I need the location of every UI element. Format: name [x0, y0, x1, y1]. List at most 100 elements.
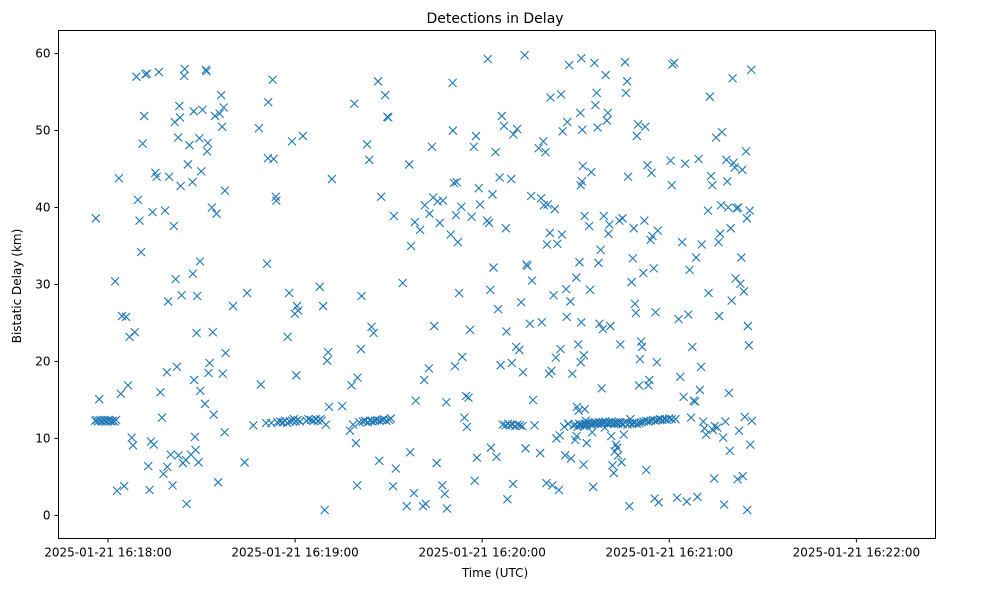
data-point [521, 444, 530, 453]
data-point [560, 450, 570, 460]
data-point [298, 131, 308, 141]
data-point [577, 176, 587, 186]
data-point [619, 430, 629, 439]
y-axis-title: Bistatic Delay (km) [10, 229, 24, 344]
data-point [484, 218, 494, 228]
data-point [596, 245, 606, 255]
data-point [677, 237, 687, 247]
data-point [268, 75, 278, 85]
data-point [136, 247, 146, 257]
data-point [425, 209, 434, 219]
data-point [483, 54, 493, 64]
data-point [442, 504, 452, 513]
data-point [149, 440, 159, 449]
data-point [667, 414, 677, 424]
data-point [474, 183, 484, 193]
data-point [683, 310, 693, 319]
data-point [175, 113, 185, 122]
data-point [465, 325, 475, 335]
data-point [526, 191, 536, 201]
data-point [212, 209, 221, 219]
data-point [613, 450, 623, 460]
data-point [201, 65, 211, 75]
data-point [155, 387, 165, 397]
data-point [602, 116, 612, 125]
data-point [323, 347, 333, 357]
data-point [634, 380, 644, 390]
data-point [562, 312, 572, 322]
data-point [203, 138, 213, 148]
data-point [91, 213, 101, 223]
data-point [597, 384, 607, 393]
data-point [324, 402, 334, 412]
data-point [208, 327, 218, 337]
chart-title: Detections in Delay [426, 11, 563, 27]
data-point [143, 461, 153, 471]
data-point [747, 416, 757, 426]
data-point [421, 499, 431, 509]
data-point [687, 342, 697, 352]
data-point [420, 200, 430, 210]
data-point [337, 401, 347, 411]
data-point [579, 350, 589, 360]
data-points [90, 50, 757, 515]
data-point [680, 159, 690, 169]
data-point [198, 105, 207, 115]
data-point [556, 89, 566, 99]
data-point [449, 178, 459, 188]
data-point [701, 430, 711, 439]
data-point [152, 172, 162, 182]
data-point [576, 108, 585, 118]
data-point [488, 190, 497, 199]
data-point [615, 340, 625, 349]
data-point [450, 361, 460, 371]
data-point [242, 288, 252, 298]
data-point [649, 263, 659, 273]
data-point [718, 433, 728, 443]
data-point [618, 213, 627, 223]
data-point [587, 427, 597, 437]
data-point [652, 357, 662, 367]
data-point [525, 319, 535, 329]
data-point [518, 421, 527, 431]
data-point [703, 206, 713, 215]
data-point [108, 416, 118, 426]
data-point [380, 90, 390, 100]
data-point [369, 328, 379, 338]
data-point [166, 450, 176, 459]
data-point [733, 203, 743, 212]
data-point [195, 386, 205, 396]
data-point [722, 176, 732, 186]
data-point [94, 394, 104, 404]
data-point [127, 433, 137, 443]
data-point [437, 481, 447, 490]
data-point [542, 240, 552, 249]
data-point [694, 154, 703, 164]
data-point [497, 111, 507, 121]
data-point [733, 474, 742, 484]
y-axis-ticks: 0 10 20 30 40 50 60 [35, 47, 59, 522]
data-point [374, 456, 384, 466]
data-point [641, 465, 651, 475]
data-point [353, 373, 362, 383]
data-point [145, 485, 154, 495]
data-point [112, 486, 122, 496]
x-tick-label: 2025-01-21 16:18:00 [44, 546, 171, 560]
data-point [557, 230, 567, 239]
data-point [632, 419, 642, 429]
data-point [189, 375, 199, 385]
data-point [180, 64, 190, 74]
data-point [737, 165, 747, 175]
data-point [732, 203, 742, 213]
data-point [627, 277, 636, 287]
data-point [653, 226, 663, 236]
data-point [612, 443, 622, 453]
data-point [630, 299, 640, 309]
data-point [682, 497, 692, 506]
data-point [639, 268, 648, 278]
data-point [590, 100, 600, 110]
data-point [142, 69, 152, 78]
data-point [631, 308, 641, 318]
data-point [304, 414, 313, 424]
